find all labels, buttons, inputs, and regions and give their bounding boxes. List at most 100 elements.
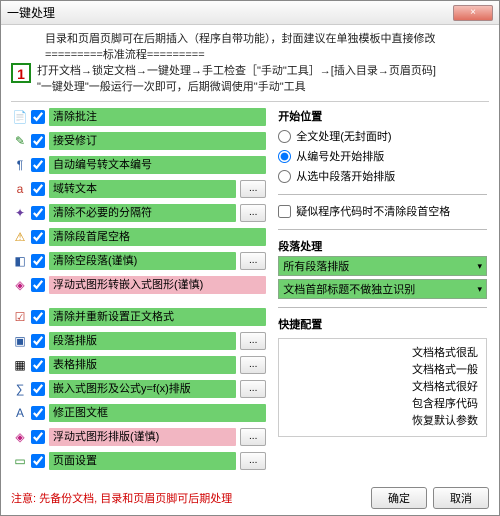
quick-messy[interactable]: 文档格式很乱: [287, 345, 478, 362]
titlebar: 一键处理 ×: [1, 1, 499, 25]
option-label: 清除空段落(谨慎): [49, 252, 236, 270]
option-checkbox[interactable]: [31, 278, 45, 292]
option-more-button[interactable]: ...: [240, 180, 266, 198]
right-panel: 开始位置 全文处理(无封面时) 从编号处开始排版 从选中段落开始排版 疑似程序代…: [278, 106, 489, 475]
option-more-button[interactable]: ...: [240, 380, 266, 398]
option-more-button[interactable]: ...: [240, 332, 266, 350]
option-label: 浮动式图形排版(谨慎): [49, 428, 236, 446]
chevron-down-icon: ▾: [477, 261, 482, 272]
option-checkbox[interactable]: [31, 182, 45, 196]
option-icon: ◈: [11, 430, 29, 444]
option-more-button[interactable]: ...: [240, 252, 266, 270]
option-icon: A: [11, 406, 29, 420]
content: 目录和页眉页脚可在后期插入（程序自带功能），封面建议在单独模板中直接修改 ===…: [1, 25, 499, 483]
para-title: 段落处理: [278, 238, 487, 254]
option-row: ▭ 页面设置...: [11, 450, 266, 472]
option-icon: ✦: [11, 206, 29, 220]
option-label: 表格排版: [49, 356, 236, 374]
chevron-down-icon: ▾: [477, 284, 482, 295]
option-checkbox[interactable]: [31, 334, 45, 348]
option-icon: ⚠: [11, 230, 29, 244]
warning-text: 注意: 先备份文档, 目录和页眉页脚可后期处理: [11, 490, 365, 506]
option-checkbox[interactable]: [31, 382, 45, 396]
option-checkbox[interactable]: [31, 206, 45, 220]
option-icon: ◈: [11, 278, 29, 292]
window-title: 一键处理: [7, 4, 55, 21]
quick-good[interactable]: 文档格式很好: [287, 379, 478, 396]
option-checkbox[interactable]: [31, 358, 45, 372]
option-icon: a: [11, 182, 29, 196]
option-label: 修正图文框: [49, 404, 266, 422]
divider: [278, 194, 487, 195]
window: 一键处理 × 目录和页眉页脚可在后期插入（程序自带功能），封面建议在单独模板中直…: [0, 0, 500, 516]
step-badge: 1: [11, 63, 31, 83]
option-row: ▣ 段落排版...: [11, 330, 266, 352]
option-label: 段落排版: [49, 332, 236, 350]
option-label: 接受修订: [49, 132, 266, 150]
option-row: ◈ 浮动式图形排版(谨慎)...: [11, 426, 266, 448]
divider: [278, 307, 487, 308]
radio-from-number[interactable]: 从编号处开始排版: [278, 146, 487, 166]
option-row: ✦ 清除不必要的分隔符...: [11, 202, 266, 224]
option-row: ¶自动编号转文本编号: [11, 154, 266, 176]
suspect-code-check[interactable]: 疑似程序代码时不清除段首空格: [278, 201, 487, 221]
options-list: 📄清除批注 ✎ 接受修订 ¶自动编号转文本编号 a 域转文本... ✦ 清除不必要的分隔符..…: [11, 106, 266, 475]
quick-normal[interactable]: 文档格式一般: [287, 362, 478, 379]
ok-button[interactable]: 确定: [371, 487, 427, 509]
option-more-button[interactable]: ...: [240, 356, 266, 374]
option-checkbox[interactable]: [31, 430, 45, 444]
option-more-button[interactable]: ...: [240, 452, 266, 470]
option-label: 清除段首尾空格: [49, 228, 266, 246]
option-label: 自动编号转文本编号: [49, 156, 266, 174]
option-row: ∑ 嵌入式图形及公式y=f(x)排版...: [11, 378, 266, 400]
header-block: 目录和页眉页脚可在后期插入（程序自带功能），封面建议在单独模板中直接修改 ===…: [11, 31, 489, 95]
option-row: Aª设置脚注尾注...: [11, 474, 266, 475]
quick-code[interactable]: 包含程序代码: [287, 396, 478, 413]
option-label: 清除并重新设置正文格式: [49, 308, 266, 326]
option-row: ✎ 接受修订: [11, 130, 266, 152]
option-icon: ✎: [11, 134, 29, 148]
option-icon: ▭: [11, 454, 29, 468]
start-title: 开始位置: [278, 108, 487, 124]
cancel-button[interactable]: 取消: [433, 487, 489, 509]
option-label: 嵌入式图形及公式y=f(x)排版: [49, 380, 236, 398]
option-label: 域转文本: [49, 180, 236, 198]
header-line1: 目录和页眉页脚可在后期插入（程序自带功能），封面建议在单独模板中直接修改: [45, 31, 489, 47]
option-row: A 修正图文框: [11, 402, 266, 424]
option-label: 清除批注: [49, 108, 266, 126]
option-more-button[interactable]: ...: [240, 204, 266, 222]
option-checkbox[interactable]: [31, 454, 45, 468]
option-checkbox[interactable]: [31, 406, 45, 420]
option-row: ◈ 浮动式图形转嵌入式图形(谨慎): [11, 274, 266, 296]
header-line2: 打开文档→锁定文档→一键处理→手工检查［"手动"工具］→[插入目录→页眉页码]: [37, 63, 489, 79]
radio-fulltext[interactable]: 全文处理(无封面时): [278, 126, 487, 146]
quick-title: 快捷配置: [278, 316, 487, 332]
radio-from-selection[interactable]: 从选中段落开始排版: [278, 166, 487, 186]
option-checkbox[interactable]: [31, 134, 45, 148]
option-checkbox[interactable]: [31, 230, 45, 244]
divider: [11, 101, 489, 102]
option-checkbox[interactable]: [31, 110, 45, 124]
option-row: 📄清除批注: [11, 106, 266, 128]
option-row: ☑清除并重新设置正文格式: [11, 306, 266, 328]
option-checkbox[interactable]: [31, 310, 45, 324]
para-select-1[interactable]: 所有段落排版▾: [278, 256, 487, 276]
header-line3: "一键处理"一般运行一次即可，后期微调使用"手动"工具: [37, 79, 489, 95]
option-row: ⚠ 清除段首尾空格: [11, 226, 266, 248]
option-icon: ▣: [11, 334, 29, 348]
option-icon: ∑: [11, 382, 29, 396]
quick-reset[interactable]: 恢复默认参数: [287, 413, 478, 430]
close-icon[interactable]: ×: [453, 5, 493, 21]
option-checkbox[interactable]: [31, 158, 45, 172]
header-std: =========标准流程=========: [45, 47, 489, 63]
footer: 注意: 先备份文档, 目录和页眉页脚可后期处理 确定 取消: [1, 483, 499, 515]
option-label: 页面设置: [49, 452, 236, 470]
option-label: 浮动式图形转嵌入式图形(谨慎): [49, 276, 266, 294]
option-label: 清除不必要的分隔符: [49, 204, 236, 222]
option-row: a 域转文本...: [11, 178, 266, 200]
option-more-button[interactable]: ...: [240, 428, 266, 446]
option-icon: ▦: [11, 358, 29, 372]
body-columns: 📄清除批注 ✎ 接受修订 ¶自动编号转文本编号 a 域转文本... ✦ 清除不必要的分隔符..…: [11, 106, 489, 475]
para-select-2[interactable]: 文档首部标题不做独立识别▾: [278, 279, 487, 299]
option-checkbox[interactable]: [31, 254, 45, 268]
